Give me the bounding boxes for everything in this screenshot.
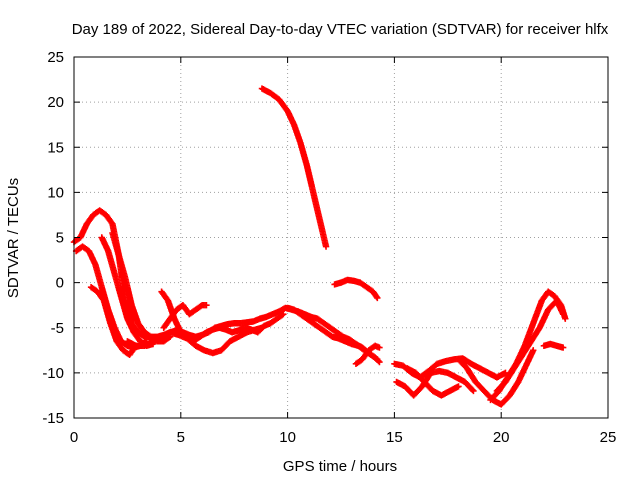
y-tick-label: -15 bbox=[42, 410, 64, 427]
series-arc-19 bbox=[540, 340, 567, 351]
data-point bbox=[278, 311, 286, 319]
data-point bbox=[376, 344, 383, 351]
y-tick-label: 5 bbox=[56, 230, 64, 247]
y-tick-label: 20 bbox=[47, 94, 64, 111]
y-tick-label: -5 bbox=[51, 320, 64, 337]
chart-title: Day 189 of 2022, Sidereal Day-to-day VTE… bbox=[72, 21, 609, 38]
data-point bbox=[455, 383, 462, 390]
data-point bbox=[374, 294, 381, 302]
data-point bbox=[562, 315, 569, 322]
x-tick-label: 0 bbox=[70, 429, 78, 446]
data-point bbox=[559, 311, 567, 318]
data-point bbox=[374, 356, 381, 363]
x-tick-label: 5 bbox=[177, 429, 185, 446]
data-point bbox=[280, 311, 287, 318]
series-arc-3 bbox=[87, 283, 140, 359]
y-tick-label: -10 bbox=[42, 365, 64, 382]
data-points bbox=[70, 85, 569, 408]
series-arc-15 bbox=[404, 365, 462, 399]
data-point bbox=[470, 387, 477, 395]
series-arc-14 bbox=[393, 367, 477, 399]
y-tick-label: 25 bbox=[47, 49, 64, 66]
y-axis-ticks: -15 -10 -5 0 5 10 15 20 25 bbox=[42, 49, 608, 427]
x-tick-label: 10 bbox=[279, 429, 296, 446]
series-arc-11 bbox=[331, 276, 381, 302]
x-axis-label: GPS time / hours bbox=[283, 458, 397, 475]
x-tick-label: 15 bbox=[386, 429, 403, 446]
data-point bbox=[373, 293, 380, 300]
data-point bbox=[322, 243, 330, 250]
x-tick-label: 20 bbox=[493, 429, 510, 446]
data-point bbox=[203, 301, 210, 309]
x-axis-ticks: 0 5 10 15 20 25 bbox=[70, 57, 617, 446]
series-arc-8 bbox=[158, 288, 287, 345]
data-point bbox=[559, 344, 567, 351]
data-point bbox=[372, 355, 380, 362]
series-arc-10 bbox=[284, 304, 381, 363]
y-tick-label: 15 bbox=[47, 139, 64, 156]
series-arc-9 bbox=[258, 85, 330, 250]
y-axis-label: SDTVAR / TECUs bbox=[5, 178, 22, 298]
series-arc-18 bbox=[493, 297, 567, 395]
y-tick-label: 0 bbox=[56, 275, 64, 292]
data-point bbox=[530, 347, 537, 354]
x-tick-label: 25 bbox=[600, 429, 617, 446]
series-arc-5 bbox=[109, 229, 174, 345]
data-point bbox=[469, 386, 476, 393]
series-arc-12 bbox=[352, 342, 383, 368]
y-tick-label: 10 bbox=[47, 184, 64, 201]
